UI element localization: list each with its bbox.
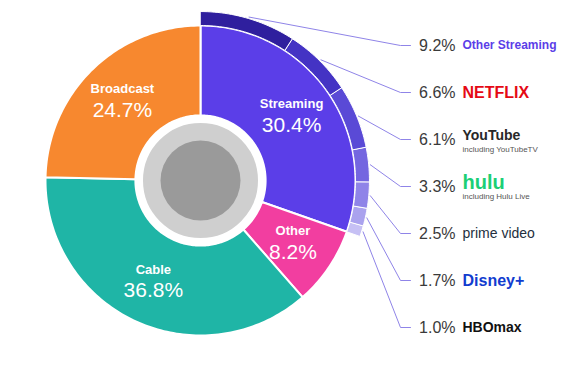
svg-text:HBOmax: HBOmax [463, 319, 522, 335]
svg-text:hulu: hulu [463, 171, 505, 193]
svg-text:2.5%: 2.5% [419, 225, 455, 242]
svg-text:6.6%: 6.6% [419, 84, 455, 101]
svg-text:prime video: prime video [463, 225, 536, 241]
svg-text:NETFLIX: NETFLIX [463, 84, 530, 101]
svg-text:1.0%: 1.0% [419, 319, 455, 336]
svg-text:36.8%: 36.8% [124, 278, 184, 301]
svg-text:24.7%: 24.7% [93, 98, 153, 121]
svg-text:6.1%: 6.1% [419, 131, 455, 148]
svg-text:YouTube: YouTube [463, 127, 521, 143]
svg-text:Other Streaming: Other Streaming [463, 38, 557, 52]
svg-text:9.2%: 9.2% [419, 37, 455, 54]
svg-text:Disney+: Disney+ [463, 272, 525, 289]
svg-text:3.3%: 3.3% [419, 178, 455, 195]
svg-text:Other: Other [276, 223, 311, 238]
svg-text:Broadcast: Broadcast [91, 81, 155, 96]
svg-text:Cable: Cable [136, 262, 171, 277]
svg-text:30.4%: 30.4% [262, 113, 322, 136]
svg-text:8.2%: 8.2% [269, 240, 317, 263]
svg-text:Streaming: Streaming [260, 96, 324, 111]
svg-text:including YouTubeTV: including YouTubeTV [463, 145, 539, 154]
svg-text:including Hulu Live: including Hulu Live [463, 192, 531, 201]
svg-text:1.7%: 1.7% [419, 272, 455, 289]
